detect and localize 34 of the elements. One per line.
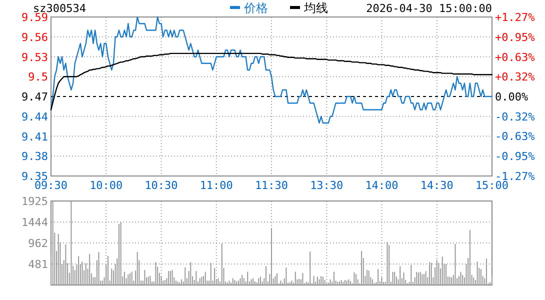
- y2-tick-label: -0.32%: [495, 110, 536, 124]
- y2-tick-label: +1.27%: [495, 11, 536, 24]
- x-tick-label: 10:30: [144, 179, 178, 192]
- x-tick-label: 14:30: [420, 179, 454, 192]
- y-tick-label: 9.38: [22, 150, 48, 164]
- chart-subtitle: 2026-04-30 15:00:00: [366, 2, 492, 15]
- legend-label: 均线: [303, 1, 328, 15]
- y-tick-label: 9.41: [22, 130, 48, 144]
- y2-tick-label: 0.00%: [495, 90, 528, 104]
- y-tick-label: 9.47: [22, 90, 48, 104]
- y-tick-label: 9.59: [22, 11, 48, 24]
- y2-tick-label: -0.63%: [495, 130, 536, 143]
- y2-tick-label: -0.95%: [495, 150, 536, 163]
- x-tick-label: 15:00: [475, 179, 509, 192]
- y-tick-label: 481: [28, 258, 48, 272]
- x-tick-label: 09:30: [34, 179, 68, 192]
- y-tick-label: 1444: [22, 216, 48, 229]
- legend-label: 价格: [243, 1, 268, 15]
- y-tick-label: 962: [28, 237, 48, 250]
- y-tick-label: 9.44: [22, 110, 48, 124]
- x-tick-label: 13:30: [310, 179, 344, 192]
- y-tick-label: 9.56: [22, 30, 48, 44]
- y-tick-label: 1925: [22, 195, 48, 208]
- line-series: [50, 52, 493, 110]
- x-tick-label: 14:00: [365, 179, 398, 192]
- x-tick-label: 11:30: [254, 179, 288, 192]
- y2-tick-label: +0.63%: [495, 51, 536, 64]
- x-tick-label: 10:00: [90, 179, 123, 192]
- line-series: [50, 16, 493, 124]
- y-tick-label: 9.53: [22, 50, 48, 64]
- x-tick-label: 11:00: [200, 179, 233, 192]
- y-tick-label: 9.5: [28, 70, 48, 84]
- y2-tick-label: +0.95%: [495, 31, 536, 44]
- y2-tick-label: +0.32%: [495, 70, 536, 84]
